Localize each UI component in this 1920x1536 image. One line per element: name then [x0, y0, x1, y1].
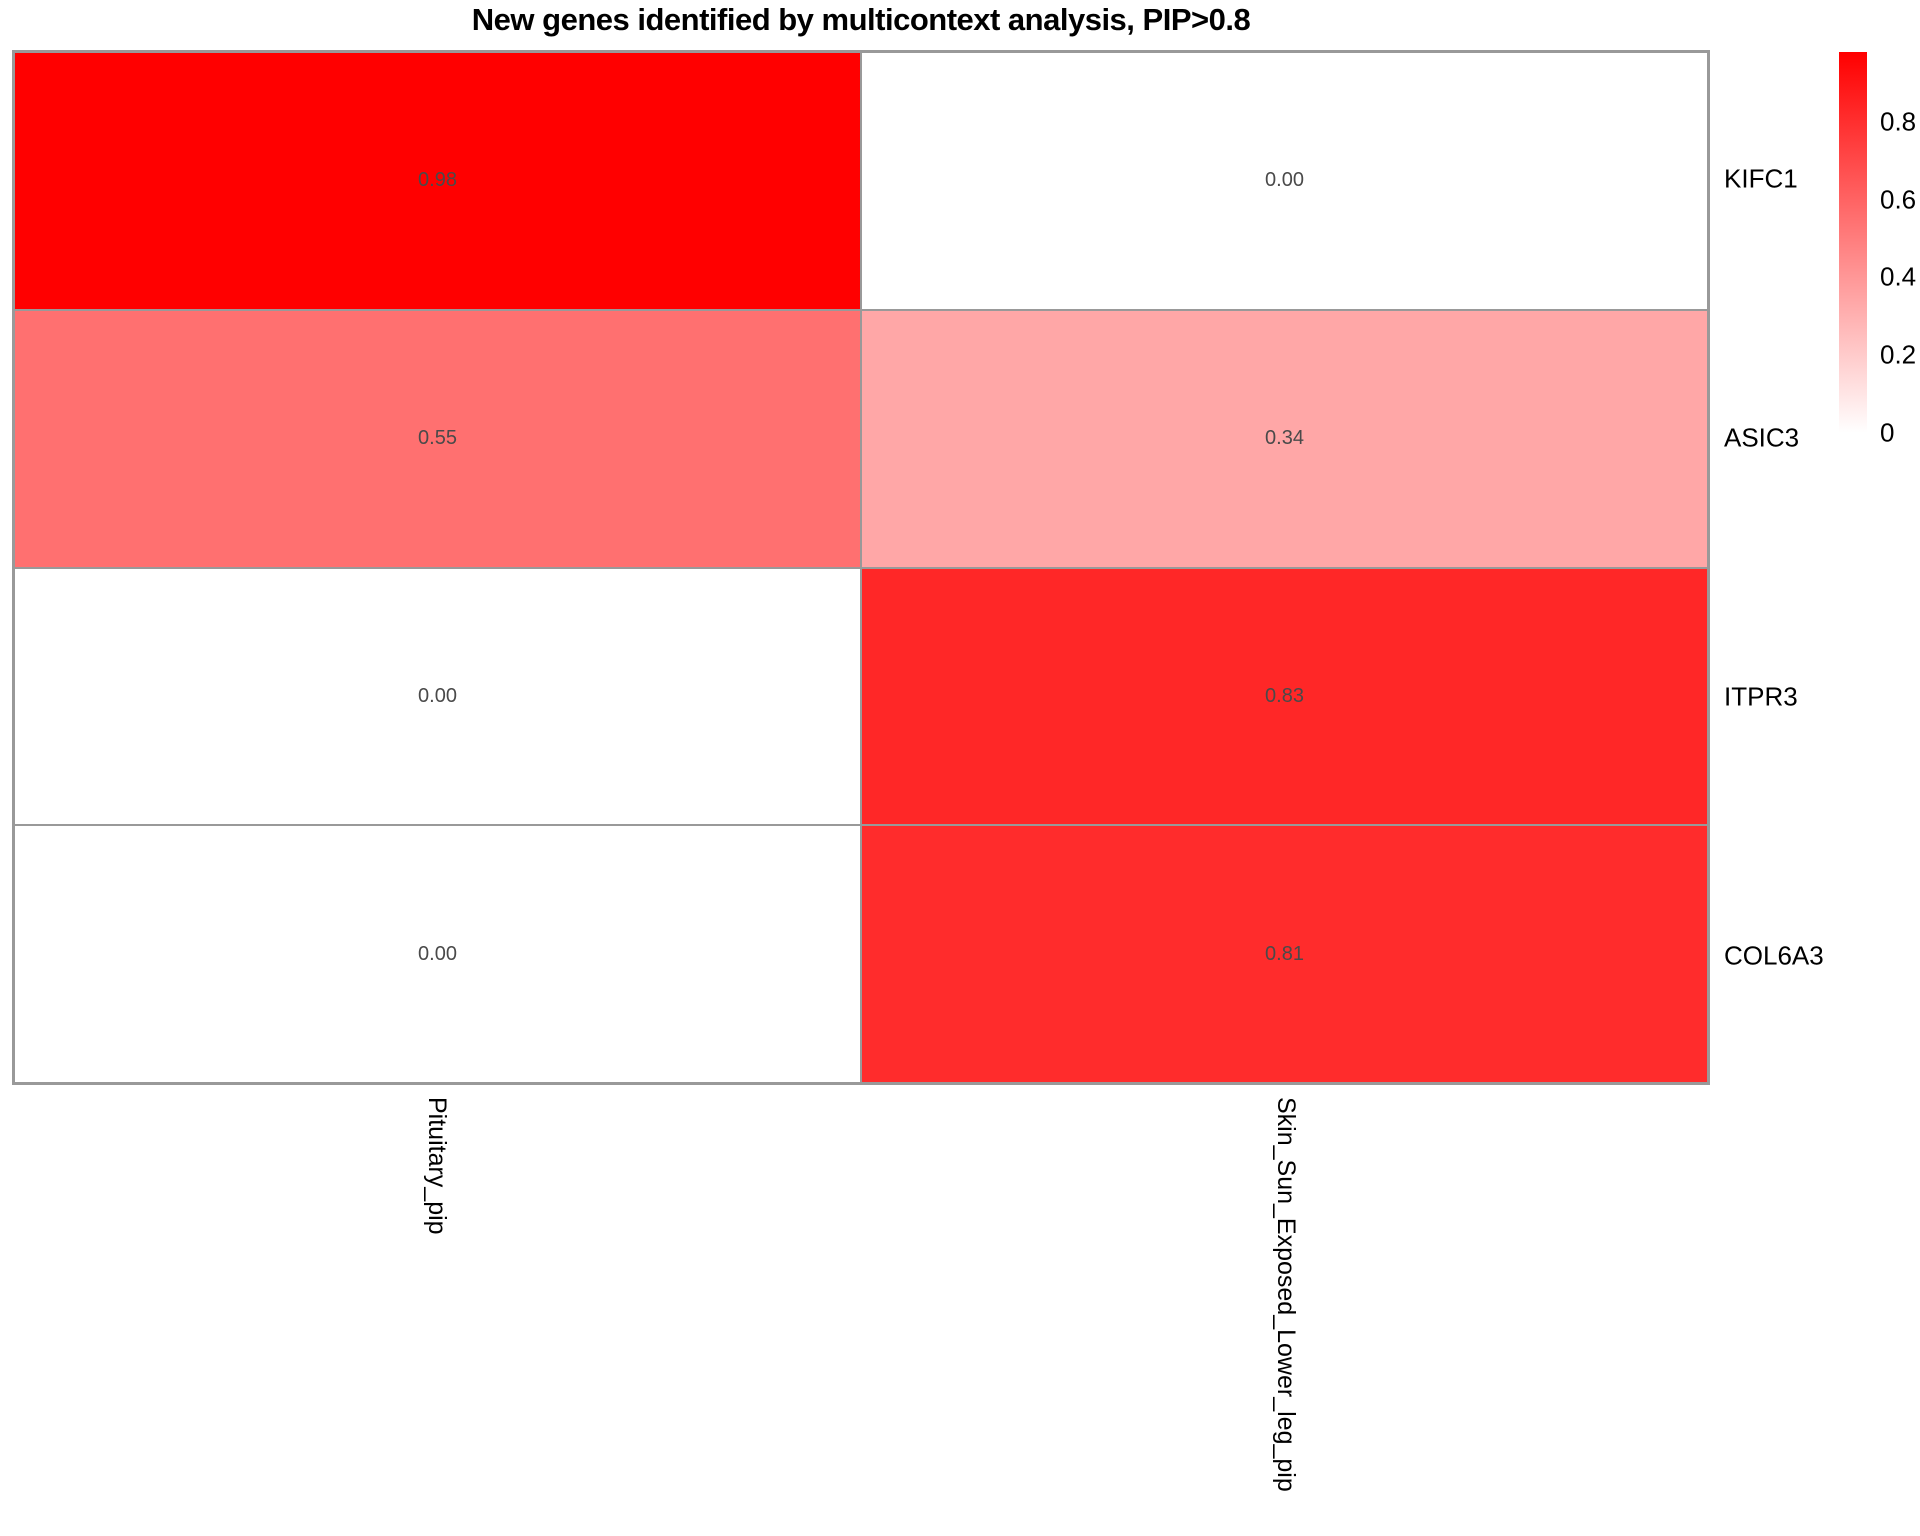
cell-value-label: 0.00 [1265, 169, 1304, 192]
cell-value-label: 0.98 [418, 169, 457, 192]
column-label-Pituitary_pip: Pituitary_pip [423, 1097, 451, 1235]
row-label-COL6A3: COL6A3 [1724, 940, 1824, 971]
cell-value-label: 0.81 [1265, 942, 1304, 965]
legend-tick-0.4: 0.4 [1880, 261, 1917, 292]
legend-tick-0.6: 0.6 [1880, 184, 1917, 215]
heatmap-cell-COL6A3-Pituitary_pip: 0.00 [14, 825, 861, 1083]
heatmap-cell-ITPR3-Pituitary_pip: 0.00 [14, 567, 861, 826]
cell-value-label: 0.00 [418, 942, 457, 965]
heatmap-cell-COL6A3-Skin_Sun_Exposed_Lower_leg_pip: 0.81 [861, 825, 1708, 1083]
cell-value-label: 0.00 [418, 684, 457, 707]
heatmap-grid: 0.98 0.00 0.55 0.34 0.00 0.83 0.00 0.81 [12, 50, 1710, 1085]
row-label-KIFC1: KIFC1 [1724, 163, 1798, 194]
row-label-ASIC3: ASIC3 [1724, 422, 1800, 453]
cell-value-label: 0.34 [1265, 427, 1304, 450]
heatmap-cell-KIFC1-Skin_Sun_Exposed_Lower_leg_pip: 0.00 [861, 52, 1708, 310]
chart-title: New genes identified by multicontext ana… [471, 2, 1251, 37]
heatmap-cell-KIFC1-Pituitary_pip: 0.98 [14, 52, 861, 310]
row-label-ITPR3: ITPR3 [1724, 681, 1798, 712]
heatmap-cell-ASIC3-Skin_Sun_Exposed_Lower_leg_pip: 0.34 [861, 309, 1708, 568]
legend-tick-0.2: 0.2 [1880, 339, 1917, 370]
column-label-Skin_Sun_Exposed_Lower_leg_pip: Skin_Sun_Exposed_Lower_leg_pip [1272, 1097, 1300, 1492]
heatmap-cell-ASIC3-Pituitary_pip: 0.55 [14, 309, 861, 568]
heatmap-cell-ITPR3-Skin_Sun_Exposed_Lower_leg_pip: 0.83 [861, 567, 1708, 826]
cell-value-label: 0.55 [418, 427, 457, 450]
legend-tick-0.8: 0.8 [1880, 106, 1917, 137]
legend-gradient-bar [1839, 52, 1867, 433]
cell-value-label: 0.83 [1265, 684, 1304, 707]
legend-tick-0: 0 [1880, 417, 1895, 448]
